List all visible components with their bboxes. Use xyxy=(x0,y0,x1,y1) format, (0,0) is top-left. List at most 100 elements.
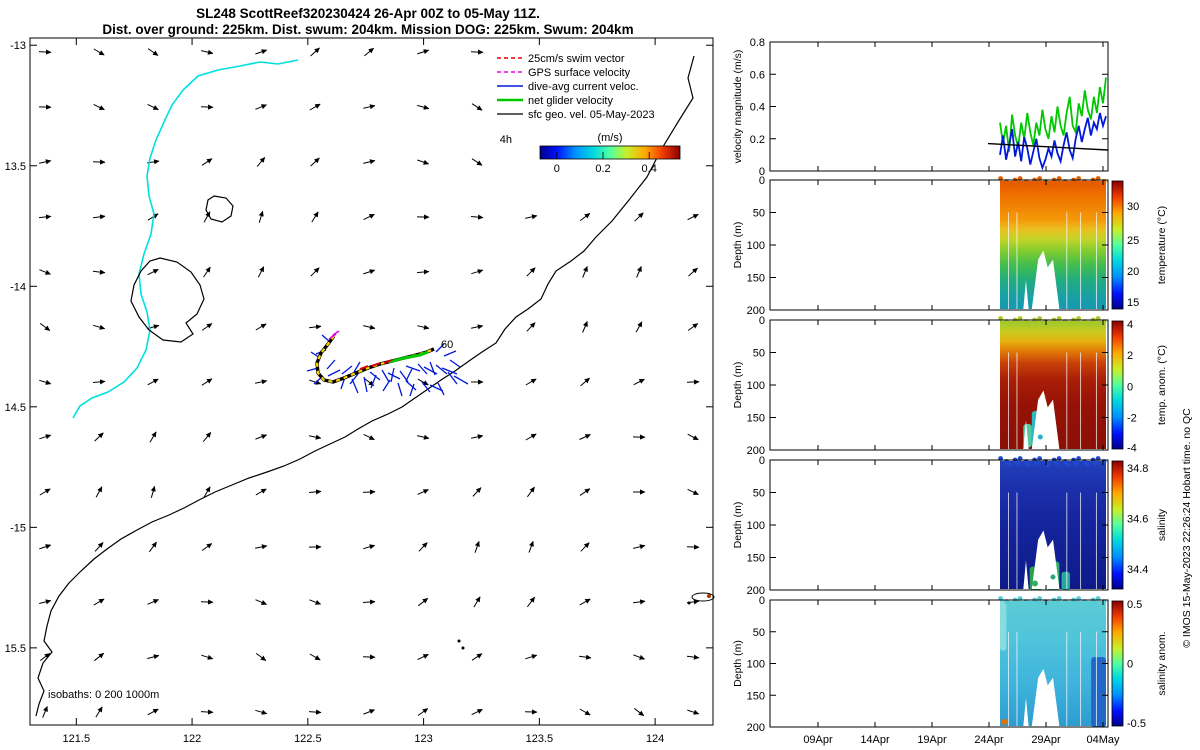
figure-subtitle: Dist. over ground: 225km. Dist. swum: 20… xyxy=(102,22,633,37)
current-vector-arrow xyxy=(471,653,483,661)
current-vector-arrow xyxy=(471,269,484,275)
current-vector-arrow xyxy=(471,158,483,166)
islet-dot xyxy=(457,639,461,643)
map-x-tick-label: 122 xyxy=(183,733,201,745)
current-vector-arrow xyxy=(417,653,429,661)
y-tick-label: 200 xyxy=(747,722,765,734)
current-vector-arrow xyxy=(417,159,430,165)
current-vector-arrow xyxy=(309,324,322,330)
current-vector-arrow xyxy=(201,543,213,551)
legend-label: sfc geo. vel. 05-May-2023 xyxy=(528,109,655,121)
data-gap xyxy=(1031,668,1060,726)
map-y-tick-label: -15 xyxy=(10,522,26,534)
current-vector-arrow xyxy=(633,378,645,386)
surface-dot xyxy=(1065,182,1070,187)
y-axis-label: velocity magnitude (m/s) xyxy=(732,50,744,164)
y-tick-label: 100 xyxy=(747,659,765,671)
panel-temperature: 30 25 20 15 temperature (°C) 0 50 100 150 200 Dept… xyxy=(732,175,1168,317)
map-x-tick-label: 122.5 xyxy=(294,733,322,745)
current-vector-arrow xyxy=(417,434,430,440)
map-y-tick-label: 13.5 xyxy=(5,161,26,173)
surface-dot xyxy=(1093,600,1098,606)
map-axes-box xyxy=(29,37,714,726)
current-vector-arrow xyxy=(38,214,52,220)
current-vector-arrow xyxy=(257,266,265,278)
current-vector-arrow xyxy=(363,159,376,165)
current-vector-arrow xyxy=(363,269,376,275)
legend-label: dive-avg current veloc. xyxy=(528,81,639,93)
colorbar-label: temp. anom. (°C) xyxy=(1156,345,1168,425)
current-vector-arrow xyxy=(255,104,267,110)
surface-dot xyxy=(1084,322,1090,327)
current-vector-arrow xyxy=(363,104,376,110)
current-vector-arrow xyxy=(200,104,214,110)
x-tick-label: 19Apr xyxy=(917,734,947,746)
current-vector-arrow xyxy=(634,212,644,222)
field-patch xyxy=(1091,657,1106,727)
current-vector-arrow xyxy=(579,598,591,606)
current-vector-arrow xyxy=(258,210,264,223)
current-vector-arrow xyxy=(309,103,321,111)
colorbar-salinity_anom xyxy=(1111,600,1124,727)
colorbar-tick-label: -4 xyxy=(1127,442,1137,454)
isobaths-note: isobaths: 0 200 1000m xyxy=(48,689,159,701)
net-glider-velocity-track xyxy=(389,350,429,364)
surface-dot xyxy=(1045,602,1051,607)
field-patch xyxy=(1061,571,1070,590)
surface-dot xyxy=(1006,602,1012,607)
surface-dot xyxy=(1034,320,1040,326)
reef-outline xyxy=(130,257,205,343)
y-tick-label: 0 xyxy=(759,595,765,607)
legend-label: net glider velocity xyxy=(528,95,613,107)
current-vector-arrow xyxy=(147,599,159,605)
current-vector-arrow xyxy=(582,265,588,278)
current-vector-arrow xyxy=(201,323,213,331)
current-vector-arrow xyxy=(417,708,429,716)
current-vector-arrow xyxy=(147,378,159,386)
current-vector-arrow xyxy=(310,47,320,57)
dive-avg-vector xyxy=(449,359,461,368)
surface-dot xyxy=(1054,320,1059,326)
colorbar-tick-label: 0 xyxy=(1127,381,1133,393)
surface-dot xyxy=(1073,180,1079,186)
colorbar-tick-label: 0.5 xyxy=(1127,599,1142,611)
current-vector-arrow xyxy=(582,321,588,333)
dive-avg-vector xyxy=(453,375,469,385)
y-tick-label: 150 xyxy=(747,273,765,285)
dive-avg-vector xyxy=(409,383,415,397)
current-vector-arrow xyxy=(308,709,322,715)
current-vector-arrow xyxy=(471,708,483,716)
surface-dot xyxy=(1034,460,1040,466)
current-vector-arrow xyxy=(580,542,590,552)
current-vector-arrow xyxy=(525,433,537,441)
x-tick-label: 24Apr xyxy=(974,734,1004,746)
colorbar-tick-label: 34.6 xyxy=(1127,514,1148,526)
surface-dot xyxy=(1084,462,1090,467)
current-vector-arrow xyxy=(95,706,103,718)
y-tick-label: 50 xyxy=(753,488,765,500)
current-vector-arrow xyxy=(94,432,104,442)
current-vector-arrow xyxy=(687,323,699,331)
current-vector-arrow xyxy=(688,267,698,277)
coastline-contour xyxy=(35,55,695,717)
colorbar-label: temperature (°C) xyxy=(1156,206,1168,284)
y-tick-label: 150 xyxy=(747,690,765,702)
current-vector-arrow xyxy=(202,432,212,443)
dive-avg-vector xyxy=(405,380,417,391)
current-vector-arrow xyxy=(636,266,642,278)
panel-box xyxy=(769,319,1109,451)
current-vector-arrow xyxy=(633,544,646,550)
accent-dot xyxy=(1037,434,1043,440)
dive-avg-vector xyxy=(435,343,445,353)
current-vector-arrow xyxy=(470,434,484,440)
legend-label: 25cm/s swim vector xyxy=(528,53,625,65)
data-gap xyxy=(1031,530,1060,589)
current-vector-arrow xyxy=(526,486,535,498)
surface-dot xyxy=(1015,320,1020,326)
dive-avg-vector xyxy=(435,364,448,375)
current-vector-arrow xyxy=(579,488,591,496)
colorbar-tick-label: 0.2 xyxy=(595,163,610,175)
series-dive-avg-current-veloc- xyxy=(999,112,1107,171)
surface-dot xyxy=(1045,182,1051,187)
